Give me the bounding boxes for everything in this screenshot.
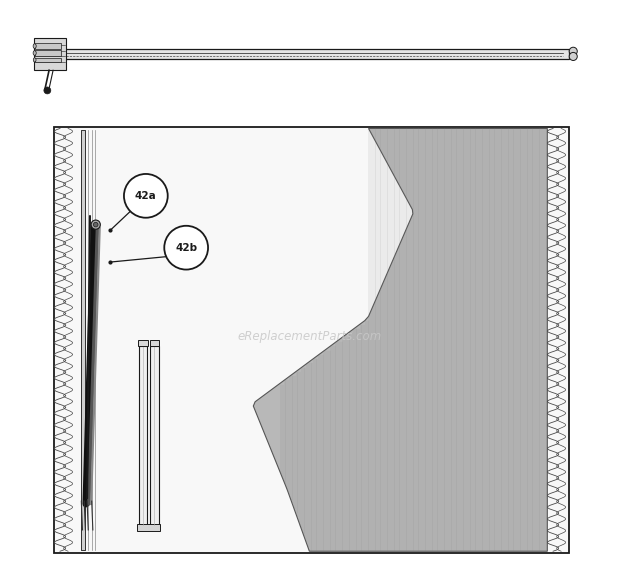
Text: 42b: 42b	[175, 242, 197, 253]
Polygon shape	[35, 44, 61, 48]
Polygon shape	[33, 38, 66, 70]
Polygon shape	[254, 128, 547, 551]
Circle shape	[124, 174, 168, 218]
Polygon shape	[137, 524, 160, 531]
Polygon shape	[150, 340, 159, 346]
Circle shape	[569, 52, 577, 60]
Polygon shape	[63, 49, 569, 59]
Ellipse shape	[33, 51, 36, 55]
Circle shape	[569, 47, 577, 55]
Polygon shape	[151, 346, 159, 525]
Polygon shape	[139, 346, 147, 525]
Ellipse shape	[33, 44, 36, 48]
Polygon shape	[35, 58, 61, 62]
Polygon shape	[54, 127, 569, 553]
Polygon shape	[81, 130, 85, 550]
Polygon shape	[138, 340, 148, 346]
Circle shape	[44, 87, 51, 94]
Polygon shape	[35, 51, 61, 55]
Text: 42a: 42a	[135, 191, 157, 201]
Circle shape	[91, 220, 100, 229]
Ellipse shape	[33, 58, 36, 62]
Circle shape	[164, 226, 208, 270]
Circle shape	[94, 222, 98, 227]
Text: eReplacementParts.com: eReplacementParts.com	[238, 331, 382, 343]
